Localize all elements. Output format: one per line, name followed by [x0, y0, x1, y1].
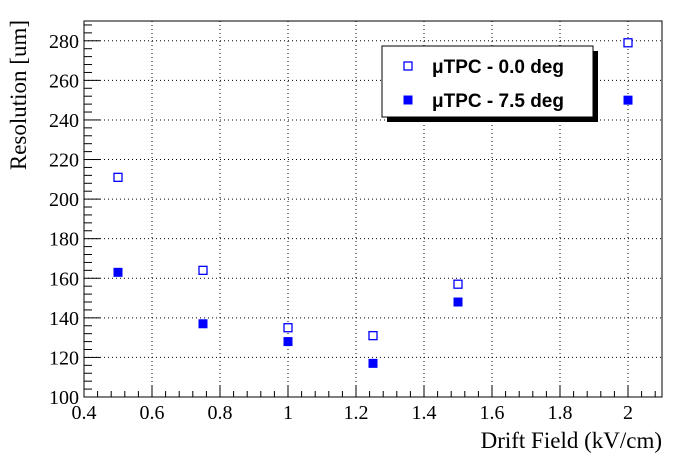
y-tick-label: 140	[49, 308, 79, 330]
y-tick-label: 200	[49, 189, 79, 211]
x-tick-label: 2	[623, 402, 633, 424]
y-tick-label: 120	[49, 347, 79, 369]
grid-layer	[84, 21, 662, 397]
legend-marker-open	[403, 61, 413, 71]
tick-label-layer: 0.4 0.6 0.8 1 1.2 1.4 1.6 1.8 2 100 120 140 160 180 20…	[49, 31, 633, 424]
point-filled-square	[453, 297, 463, 307]
y-tick-label: 100	[49, 387, 79, 409]
y-tick-label: 180	[49, 229, 79, 251]
point-open-square	[368, 331, 378, 341]
x-tick-label: 0.4	[72, 402, 97, 424]
y-tick-label: 260	[49, 70, 79, 92]
legend-label-0: μTPC - 0.0 deg	[432, 57, 564, 78]
legend-label-1: μTPC - 7.5 deg	[432, 91, 564, 112]
plot-frame	[83, 20, 663, 398]
point-filled-square	[623, 95, 633, 105]
legend: μTPC - 0.0 deg μTPC - 7.5 deg	[381, 45, 598, 122]
point-filled-square	[198, 319, 208, 329]
point-open-square	[283, 323, 293, 333]
point-filled-square	[283, 337, 293, 347]
y-tick-label: 220	[49, 150, 79, 172]
y-axis-title: Resolution [um]	[6, 20, 31, 170]
x-axis-title: Drift Field (kV/cm)	[481, 428, 662, 453]
x-tick-label: 1.8	[548, 402, 573, 424]
x-tick-label: 1.6	[480, 402, 505, 424]
point-open-square	[198, 265, 208, 275]
legend-box	[381, 45, 594, 118]
x-tick-label: 1	[283, 402, 293, 424]
point-open-square	[623, 38, 633, 48]
tick-layer	[83, 24, 656, 398]
y-tick-label: 240	[49, 110, 79, 132]
y-tick-label: 280	[49, 31, 79, 53]
point-filled-square	[368, 358, 378, 368]
point-filled-square	[113, 267, 123, 277]
y-tick-label: 160	[49, 268, 79, 290]
legend-marker-filled	[403, 95, 413, 105]
x-tick-label: 0.8	[208, 402, 233, 424]
x-tick-label: 1.2	[344, 402, 369, 424]
point-open-square	[453, 279, 463, 289]
point-open-square	[113, 172, 123, 182]
marker-layer	[113, 38, 633, 368]
x-tick-label: 1.4	[412, 402, 437, 424]
x-tick-label: 0.6	[140, 402, 165, 424]
